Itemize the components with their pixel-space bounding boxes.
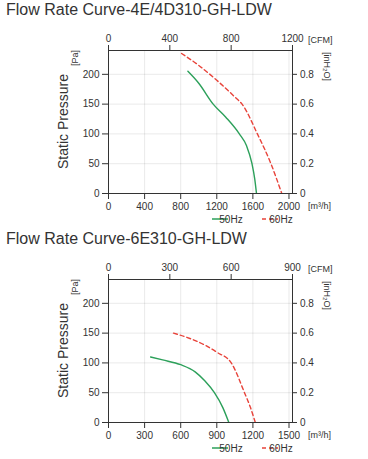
svg-text:600: 600 (172, 430, 189, 441)
svg-text:0.6: 0.6 (300, 98, 314, 109)
svg-text:400: 400 (136, 201, 153, 212)
svg-text:0.8: 0.8 (300, 69, 314, 80)
svg-text:100: 100 (83, 128, 100, 139)
svg-text:900: 900 (284, 262, 301, 273)
svg-text:[Pa]: [Pa] (70, 279, 80, 295)
svg-text:[m³/h]: [m³/h] (308, 201, 331, 211)
svg-text:[inH₂O]: [inH₂O] (322, 52, 332, 81)
svg-text:0: 0 (106, 430, 112, 441)
svg-text:0: 0 (94, 188, 100, 199)
svg-text:0: 0 (300, 417, 306, 428)
svg-text:50: 50 (88, 158, 100, 169)
svg-text:900: 900 (208, 430, 225, 441)
svg-text:800: 800 (172, 201, 189, 212)
svg-text:200: 200 (83, 69, 100, 80)
svg-text:0: 0 (106, 201, 112, 212)
svg-text:50: 50 (88, 387, 100, 398)
svg-text:Static Pressure: Static Pressure (55, 303, 71, 398)
svg-text:800: 800 (223, 33, 240, 44)
svg-text:150: 150 (83, 98, 100, 109)
svg-text:600: 600 (223, 262, 240, 273)
svg-text:0: 0 (106, 262, 112, 273)
svg-text:300: 300 (161, 262, 178, 273)
svg-text:50Hz: 50Hz (219, 443, 242, 454)
svg-text:0.6: 0.6 (300, 327, 314, 338)
svg-text:0: 0 (300, 188, 306, 199)
svg-text:1500: 1500 (278, 430, 301, 441)
svg-text:0: 0 (94, 417, 100, 428)
svg-text:100: 100 (83, 357, 100, 368)
svg-text:0.8: 0.8 (300, 298, 314, 309)
svg-text:60Hz: 60Hz (269, 214, 292, 225)
svg-text:200: 200 (83, 298, 100, 309)
svg-text:[CFM]: [CFM] (308, 264, 333, 274)
svg-text:0.2: 0.2 (300, 387, 314, 398)
svg-text:60Hz: 60Hz (269, 443, 292, 454)
html-text:Flow Rate Curve-6E310-GH-LDW: Flow Rate Curve-6E310-GH-LDW (6, 230, 247, 247)
svg-text:Static Pressure: Static Pressure (55, 74, 71, 169)
svg-text:150: 150 (83, 327, 100, 338)
svg-text:[m³/h]: [m³/h] (308, 430, 331, 440)
svg-text:50Hz: 50Hz (219, 214, 242, 225)
svg-text:1200: 1200 (206, 201, 229, 212)
svg-text:[Pa]: [Pa] (70, 50, 80, 66)
html-text:Flow Rate Curve-4E/4D310-GH-LD: Flow Rate Curve-4E/4D310-GH-LDW (6, 1, 272, 18)
svg-text:[inH₂O]: [inH₂O] (322, 281, 332, 310)
svg-text:0.2: 0.2 (300, 158, 314, 169)
svg-text:1200: 1200 (242, 430, 265, 441)
svg-text:400: 400 (161, 33, 178, 44)
svg-text:0: 0 (106, 33, 112, 44)
svg-text:0.4: 0.4 (300, 128, 314, 139)
svg-text:1200: 1200 (281, 33, 304, 44)
svg-text:300: 300 (136, 430, 153, 441)
svg-text:2000: 2000 (278, 201, 301, 212)
svg-text:1600: 1600 (242, 201, 265, 212)
svg-text:[CFM]: [CFM] (308, 35, 333, 45)
svg-text:0.4: 0.4 (300, 357, 314, 368)
